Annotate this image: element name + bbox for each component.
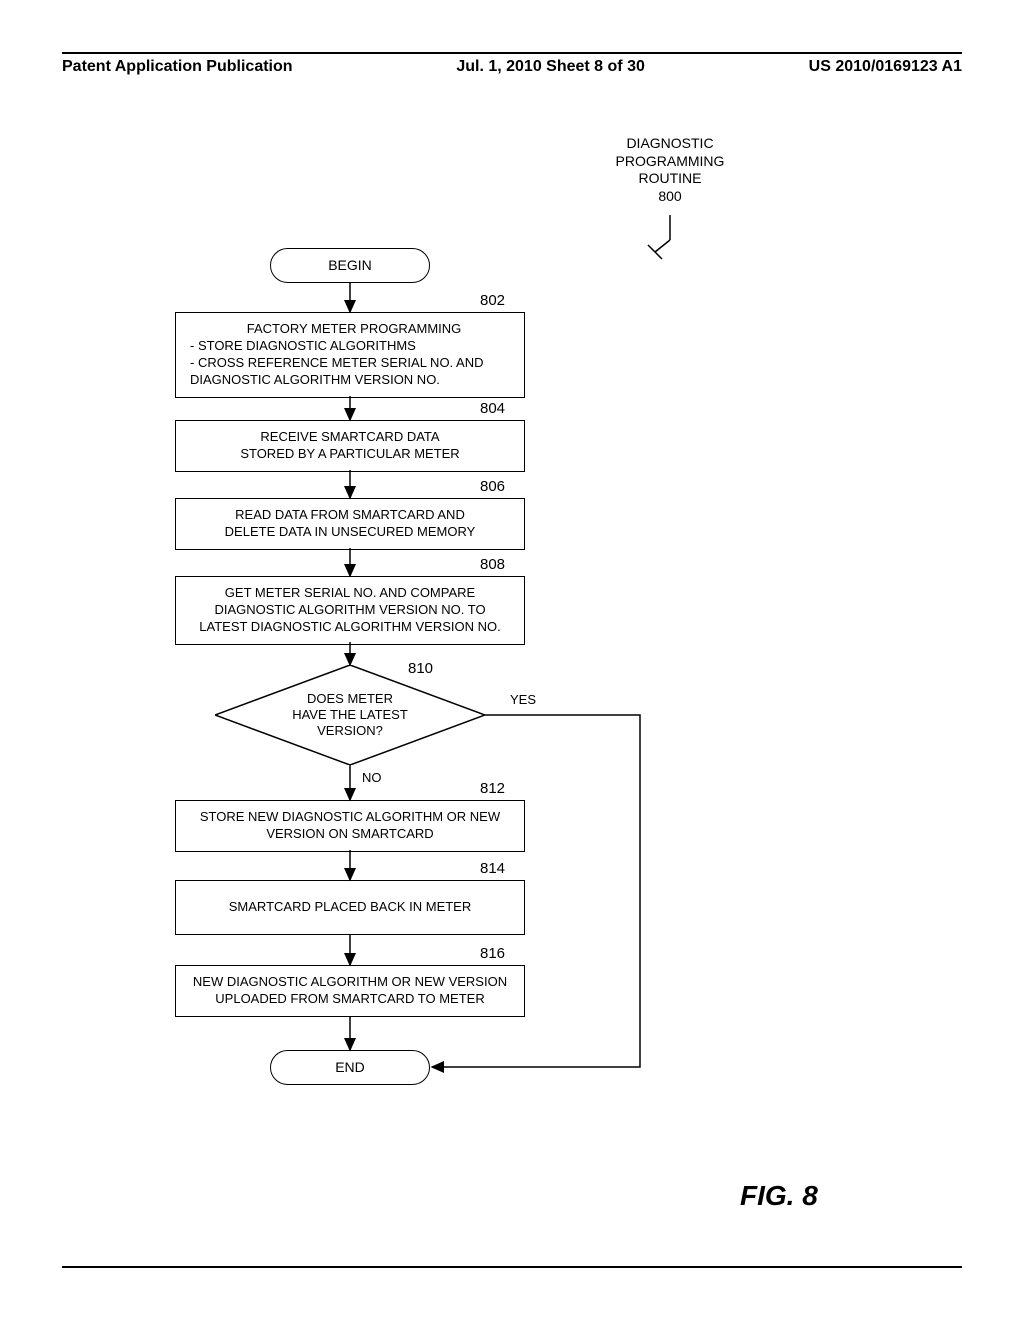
begin-label: BEGIN	[328, 257, 372, 273]
flowchart: DIAGNOSTIC PROGRAMMING ROUTINE 800 BEGIN…	[150, 140, 750, 1140]
num-802: 802	[480, 292, 505, 309]
decision-line: DOES METER	[307, 691, 393, 707]
subtitle-line: PROGRAMMING	[580, 153, 760, 171]
end-terminator: END	[270, 1050, 430, 1085]
decision-810: DOES METER HAVE THE LATEST VERSION?	[215, 665, 485, 765]
page-header: Patent Application Publication Jul. 1, 2…	[62, 58, 962, 76]
box-line: UPLOADED FROM SMARTCARD TO METER	[182, 991, 518, 1008]
box-line: - STORE DIAGNOSTIC ALGORITHMS	[190, 338, 518, 355]
box-line: FACTORY METER PROGRAMMING	[190, 321, 518, 338]
num-814: 814	[480, 860, 505, 877]
box-804: RECEIVE SMARTCARD DATA STORED BY A PARTI…	[175, 420, 525, 472]
figure-label-text: FIG. 8	[740, 1180, 818, 1211]
end-label: END	[335, 1059, 365, 1075]
edge-no: NO	[362, 770, 382, 785]
header-right: US 2010/0169123 A1	[809, 58, 962, 76]
box-806: READ DATA FROM SMARTCARD AND DELETE DATA…	[175, 498, 525, 550]
box-line: STORE NEW DIAGNOSTIC ALGORITHM OR NEW	[182, 809, 518, 826]
box-line: VERSION ON SMARTCARD	[182, 826, 518, 843]
subtitle-line: ROUTINE	[580, 170, 760, 188]
num-804: 804	[480, 400, 505, 417]
box-line: GET METER SERIAL NO. AND COMPARE	[182, 585, 518, 602]
decision-line: HAVE THE LATEST	[292, 707, 408, 723]
header-center: Jul. 1, 2010 Sheet 8 of 30	[456, 58, 645, 76]
box-816: NEW DIAGNOSTIC ALGORITHM OR NEW VERSION …	[175, 965, 525, 1017]
begin-terminator: BEGIN	[270, 248, 430, 283]
box-line: NEW DIAGNOSTIC ALGORITHM OR NEW VERSION	[182, 974, 518, 991]
subtitle-line: 800	[580, 188, 760, 206]
num-812: 812	[480, 780, 505, 797]
box-line: READ DATA FROM SMARTCARD AND	[182, 507, 518, 524]
box-line: LATEST DIAGNOSTIC ALGORITHM VERSION NO.	[182, 619, 518, 636]
num-808: 808	[480, 556, 505, 573]
decision-line: VERSION?	[317, 723, 383, 739]
box-line: STORED BY A PARTICULAR METER	[182, 446, 518, 463]
box-line: DIAGNOSTIC ALGORITHM VERSION NO. TO	[182, 602, 518, 619]
header-left: Patent Application Publication	[62, 58, 293, 76]
box-812: STORE NEW DIAGNOSTIC ALGORITHM OR NEW VE…	[175, 800, 525, 852]
box-line: DELETE DATA IN UNSECURED MEMORY	[182, 524, 518, 541]
num-806: 806	[480, 478, 505, 495]
num-810: 810	[408, 660, 433, 677]
edge-yes: YES	[510, 692, 536, 707]
subtitle-line: DIAGNOSTIC	[580, 135, 760, 153]
box-802: FACTORY METER PROGRAMMING - STORE DIAGNO…	[175, 312, 525, 398]
num-816: 816	[480, 945, 505, 962]
box-line: - CROSS REFERENCE METER SERIAL NO. AND	[190, 355, 518, 372]
box-line: DIAGNOSTIC ALGORITHM VERSION NO.	[190, 372, 518, 389]
box-line: SMARTCARD PLACED BACK IN METER	[182, 899, 518, 916]
box-808: GET METER SERIAL NO. AND COMPARE DIAGNOS…	[175, 576, 525, 645]
box-814: SMARTCARD PLACED BACK IN METER	[175, 880, 525, 935]
routine-title: DIAGNOSTIC PROGRAMMING ROUTINE 800	[580, 135, 760, 205]
box-line: RECEIVE SMARTCARD DATA	[182, 429, 518, 446]
figure-label: FIG. 8	[740, 1180, 818, 1212]
